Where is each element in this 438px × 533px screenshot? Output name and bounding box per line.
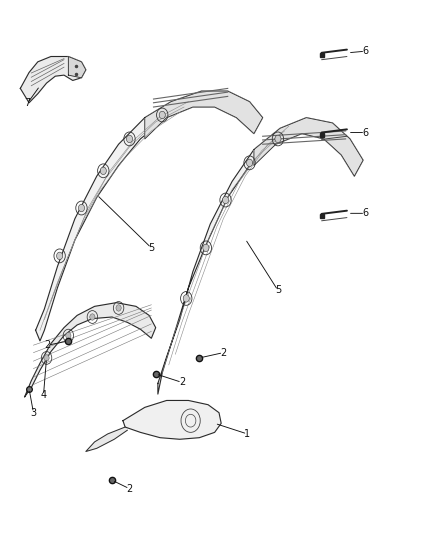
Circle shape bbox=[127, 135, 133, 143]
Text: 2: 2 bbox=[127, 484, 133, 494]
Circle shape bbox=[159, 111, 165, 119]
Circle shape bbox=[66, 333, 71, 339]
Circle shape bbox=[57, 252, 63, 260]
Text: 2: 2 bbox=[179, 377, 185, 387]
Text: 7: 7 bbox=[25, 98, 31, 108]
Text: 5: 5 bbox=[275, 286, 281, 295]
Text: 6: 6 bbox=[362, 208, 368, 219]
Polygon shape bbox=[20, 56, 86, 103]
Text: 2: 2 bbox=[220, 348, 226, 358]
Circle shape bbox=[183, 295, 189, 302]
Polygon shape bbox=[158, 118, 363, 394]
Circle shape bbox=[223, 196, 229, 204]
Text: 6: 6 bbox=[362, 46, 368, 56]
Polygon shape bbox=[25, 303, 155, 397]
Circle shape bbox=[247, 159, 253, 166]
Polygon shape bbox=[35, 91, 263, 341]
Circle shape bbox=[44, 355, 49, 361]
Circle shape bbox=[116, 305, 121, 311]
Circle shape bbox=[275, 135, 281, 143]
Text: 6: 6 bbox=[362, 127, 368, 138]
Circle shape bbox=[203, 244, 209, 252]
Polygon shape bbox=[145, 91, 263, 139]
Polygon shape bbox=[68, 56, 86, 78]
Circle shape bbox=[100, 167, 106, 174]
Text: 1: 1 bbox=[244, 429, 251, 439]
Circle shape bbox=[78, 204, 85, 212]
Circle shape bbox=[90, 314, 95, 320]
Polygon shape bbox=[254, 118, 363, 176]
Polygon shape bbox=[86, 427, 127, 451]
Text: 3: 3 bbox=[30, 408, 36, 418]
Polygon shape bbox=[123, 400, 221, 439]
Text: 5: 5 bbox=[148, 243, 155, 253]
Text: 2: 2 bbox=[45, 340, 51, 350]
Text: 4: 4 bbox=[40, 390, 46, 400]
